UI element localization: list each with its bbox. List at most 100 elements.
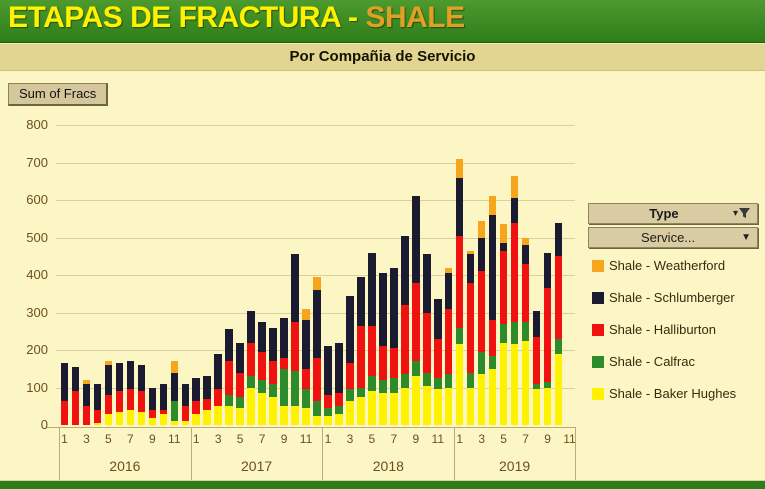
bar-segment[interactable] [313,276,321,290]
bar-segment[interactable] [543,381,552,388]
bar-segment[interactable] [258,380,266,394]
bar-segment[interactable] [499,342,508,425]
bar-segment[interactable] [181,406,189,422]
bar-segment[interactable] [554,338,563,354]
bar-segment[interactable] [510,344,519,425]
bar-segment[interactable] [148,387,157,410]
bar-segment[interactable] [335,406,343,414]
bar-segment[interactable] [412,376,420,425]
bar-segment[interactable] [368,391,376,425]
bar-segment[interactable] [104,413,113,425]
bar-segment[interactable] [291,254,299,322]
bar-segment[interactable] [313,290,321,358]
bar-segment[interactable] [455,327,464,345]
bar-segment[interactable] [423,385,431,425]
bar-segment[interactable] [368,252,376,326]
bar-segment[interactable] [269,383,277,397]
bar-segment[interactable] [258,393,266,425]
bar-segment[interactable] [203,376,211,399]
bar-segment[interactable] [291,321,299,371]
bar-segment[interactable] [335,342,343,394]
bar-segment[interactable] [488,215,497,320]
bar-segment[interactable] [159,383,168,410]
bar-segment[interactable] [521,321,530,341]
bar-segment[interactable] [225,395,233,407]
bar-segment[interactable] [499,250,508,324]
bar-segment[interactable] [280,318,288,358]
bar-segment[interactable] [357,325,365,388]
bar-segment[interactable] [346,389,354,401]
bar-segment[interactable] [477,220,486,238]
bar-segment[interactable] [521,263,530,322]
bar-segment[interactable] [203,410,211,425]
bar-segment[interactable] [346,295,354,364]
bar-segment[interactable] [192,400,200,414]
bar-segment[interactable] [444,308,453,375]
bar-segment[interactable] [455,158,464,178]
bar-segment[interactable] [521,245,530,264]
bar-segment[interactable] [236,408,244,425]
bar-segment[interactable] [477,374,486,425]
bar-segment[interactable] [521,237,530,245]
bar-segment[interactable] [115,363,124,392]
bar-segment[interactable] [181,421,189,425]
bar-segment[interactable] [554,222,563,257]
bar-segment[interactable] [302,389,310,409]
bar-segment[interactable] [236,342,244,373]
bar-segment[interactable] [324,395,332,409]
bar-segment[interactable] [488,196,497,215]
bar-segment[interactable] [412,282,420,362]
bar-segment[interactable] [532,310,541,337]
bar-segment[interactable] [390,267,398,349]
bar-segment[interactable] [368,325,376,377]
bar-segment[interactable] [532,383,541,390]
bar-segment[interactable] [335,393,343,407]
bar-segment[interactable] [291,406,299,425]
bar-segment[interactable] [510,321,519,345]
bar-segment[interactable] [466,372,475,388]
bar-segment[interactable] [214,389,222,407]
bar-segment[interactable] [401,305,409,375]
bar-segment[interactable] [368,376,376,392]
bar-segment[interactable] [104,365,113,395]
bar-segment[interactable] [203,398,211,410]
bar-segment[interactable] [104,395,113,414]
bar-segment[interactable] [170,400,179,422]
bar-segment[interactable] [444,374,453,388]
bar-segment[interactable] [313,415,321,425]
bar-segment[interactable] [159,410,168,414]
bar-segment[interactable] [126,389,135,410]
bar-segment[interactable] [499,243,508,251]
bar-segment[interactable] [291,370,299,407]
bar-segment[interactable] [236,396,244,409]
bar-segment[interactable] [280,357,288,369]
bar-segment[interactable] [313,357,321,401]
bar-segment[interactable] [335,413,343,425]
bar-segment[interactable] [499,224,508,244]
bar-segment[interactable] [93,383,102,410]
bar-segment[interactable] [434,299,442,339]
bar-segment[interactable] [236,372,244,397]
bar-segment[interactable] [115,411,124,425]
bar-segment[interactable] [455,235,464,328]
bar-segment[interactable] [324,346,332,395]
bar-segment[interactable] [93,410,102,424]
bar-segment[interactable] [126,410,135,425]
bar-segment[interactable] [302,308,310,320]
bar-segment[interactable] [324,408,332,416]
bar-segment[interactable] [466,250,475,255]
bar-segment[interactable] [269,361,277,384]
bar-segment[interactable] [543,252,552,289]
bar-segment[interactable] [269,396,277,425]
bar-segment[interactable] [82,406,91,425]
bar-segment[interactable] [390,378,398,394]
bar-segment[interactable] [82,383,91,407]
bar-segment[interactable] [510,222,519,322]
bar-segment[interactable] [280,368,288,407]
bar-segment[interactable] [82,380,91,384]
bar-segment[interactable] [423,312,431,373]
bar-segment[interactable] [170,372,179,401]
bar-segment[interactable] [455,344,464,425]
bar-segment[interactable] [93,423,102,425]
bar-segment[interactable] [60,363,69,401]
